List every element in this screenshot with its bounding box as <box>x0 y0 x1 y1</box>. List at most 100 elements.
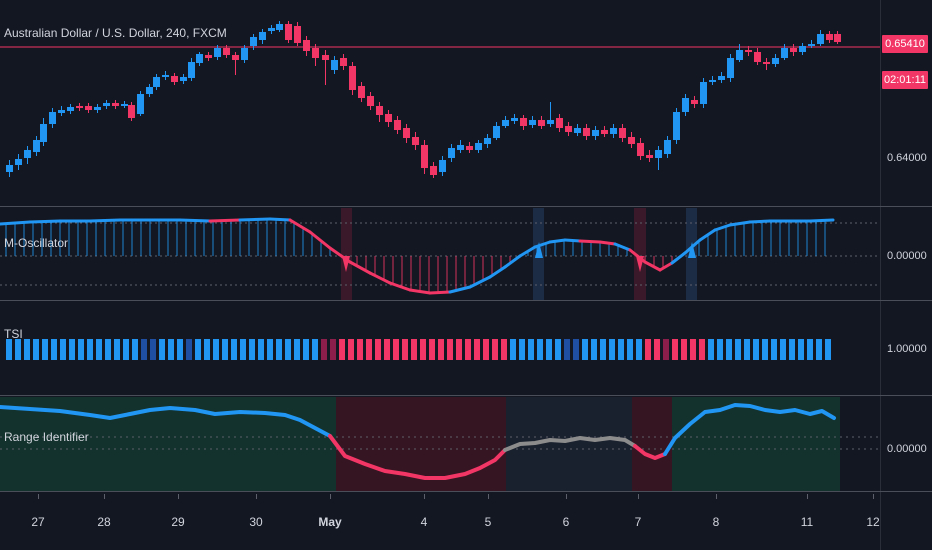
range-line <box>0 405 332 438</box>
tsi-block <box>564 339 570 360</box>
tsi-block <box>465 339 471 360</box>
tsi-block <box>762 339 768 360</box>
oscillator-line <box>488 265 507 279</box>
candle-body <box>367 96 374 106</box>
tsi-block <box>780 339 786 360</box>
chart-canvas[interactable] <box>0 0 880 550</box>
tsi-block <box>501 339 507 360</box>
candle-body <box>421 145 428 168</box>
tsi-block <box>375 339 381 360</box>
signal-band <box>634 208 646 300</box>
candle-body <box>493 126 500 138</box>
time-label: 12 <box>866 515 880 529</box>
candle-body <box>673 112 680 140</box>
tsi-block <box>474 339 480 360</box>
tsi-block <box>42 339 48 360</box>
candle-body <box>24 150 31 158</box>
oscillator-line <box>503 254 522 269</box>
tsi-block <box>240 339 246 360</box>
tsi-title[interactable]: TSI <box>4 327 23 341</box>
pane-divider[interactable] <box>0 395 932 396</box>
symbol-title[interactable]: Australian Dollar / U.S. Dollar, 240, FX… <box>4 26 227 40</box>
candle-body <box>664 140 671 154</box>
tsi-block <box>195 339 201 360</box>
oscillator-title[interactable]: M-Oscillator <box>4 236 69 250</box>
tsi-block <box>15 339 21 360</box>
pane-divider[interactable] <box>0 300 932 301</box>
time-tick <box>256 494 257 499</box>
tsi-block <box>78 339 84 360</box>
candle-body <box>628 137 635 144</box>
oscillator-line <box>88 218 122 223</box>
buy-signal-marker <box>535 242 543 258</box>
tsi-block <box>105 339 111 360</box>
time-label: 28 <box>97 515 111 529</box>
candle-body <box>331 60 338 70</box>
candle-body <box>205 55 212 58</box>
oscillator-line <box>388 281 412 292</box>
oscillator-line <box>268 217 292 222</box>
tsi-block <box>708 339 714 360</box>
candle-body <box>196 54 203 63</box>
oscillator-line <box>28 219 62 224</box>
time-label: 27 <box>31 515 45 529</box>
range-axis-label: 0.00000 <box>887 443 927 455</box>
time-label: 6 <box>562 515 570 529</box>
pane-divider[interactable] <box>0 206 932 207</box>
tsi-block <box>645 339 651 360</box>
candle-body <box>58 110 65 113</box>
sell-signal-marker <box>636 256 644 272</box>
time-label: 11 <box>800 515 814 529</box>
tsi-block <box>636 339 642 360</box>
sell-signal-marker <box>342 256 350 272</box>
tsi-block <box>483 339 489 360</box>
candle-body <box>303 40 310 51</box>
tsi-block <box>411 339 417 360</box>
tsi-block <box>258 339 264 360</box>
candle-body <box>475 143 482 150</box>
range-title[interactable]: Range Identifier <box>4 430 89 444</box>
tsi-block <box>402 339 408 360</box>
time-label: 4 <box>420 515 428 529</box>
tsi-block <box>312 339 318 360</box>
candle-body <box>349 66 356 90</box>
candle-body <box>619 128 626 138</box>
tsi-block <box>24 339 30 360</box>
tsi-block <box>735 339 741 360</box>
candle-body <box>511 118 518 121</box>
tsi-block <box>609 339 615 360</box>
candle-body <box>121 104 128 106</box>
candle-body <box>439 160 446 172</box>
candle-body <box>394 120 401 130</box>
oscillator-line <box>348 260 372 275</box>
oscillator-line <box>728 220 752 227</box>
tsi-block <box>123 339 129 360</box>
tsi-block <box>177 339 183 360</box>
candle-body <box>232 55 239 60</box>
time-tick <box>178 494 179 499</box>
tsi-block <box>546 339 552 360</box>
candle-body <box>484 138 491 144</box>
time-tick <box>873 494 874 499</box>
candle-body <box>153 77 160 87</box>
tsi-block <box>582 339 588 360</box>
tsi-block <box>294 339 300 360</box>
tsi-block <box>114 339 120 360</box>
candle-body <box>376 106 383 115</box>
candle-body <box>276 24 283 30</box>
tsi-plot <box>6 339 831 360</box>
time-label: 29 <box>171 515 185 529</box>
candle-body <box>529 120 536 125</box>
time-tick <box>330 494 331 499</box>
tsi-block <box>456 339 462 360</box>
tsi-block <box>537 339 543 360</box>
tsi-block <box>816 339 822 360</box>
tsi-block <box>96 339 102 360</box>
time-label: 8 <box>712 515 720 529</box>
time-tick <box>566 494 567 499</box>
candle-body <box>412 137 419 145</box>
tsi-block <box>519 339 525 360</box>
tsi-block <box>690 339 696 360</box>
tsi-block <box>600 339 606 360</box>
tsi-block <box>825 339 831 360</box>
